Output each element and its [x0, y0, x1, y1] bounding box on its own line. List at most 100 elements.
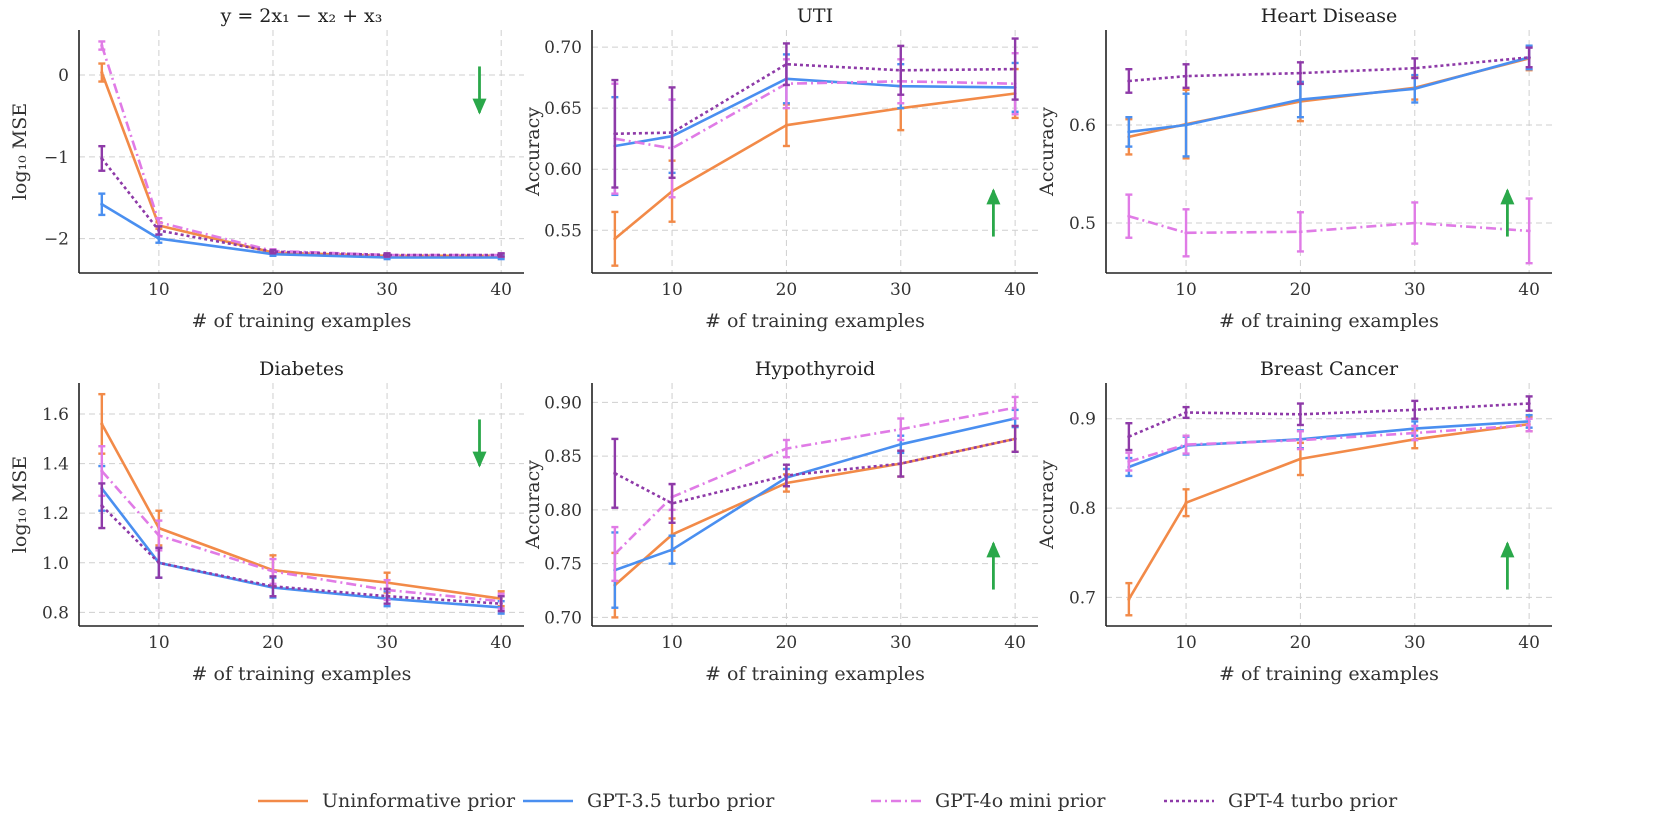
- y-tick-label: 0.8: [1069, 499, 1096, 519]
- data-point: [899, 442, 903, 446]
- data-point: [1127, 130, 1131, 134]
- arrow-up-icon: [1500, 541, 1515, 590]
- chart-panel-2: 10 20 30 40 0.55 0.60 0.65 0.70 UTI # of training…: [522, 5, 1038, 332]
- arrow-up-icon: [986, 541, 1001, 590]
- x-tick-label: 20: [1290, 280, 1312, 300]
- data-point: [1127, 79, 1131, 83]
- y-tick-label: 0.65: [544, 99, 582, 119]
- data-point: [1184, 410, 1188, 415]
- y-axis-label: log₁₀ MSE: [9, 456, 31, 553]
- y-tick-label: 0.90: [544, 393, 582, 413]
- data-point: [784, 473, 789, 478]
- x-axis-label: # of training examples: [705, 310, 925, 332]
- chart-panel-4: 10 20 30 40 0.8 1.0 1.2 1.4 1.6 Diabetes # of trai…: [9, 358, 524, 685]
- x-tick-label: 20: [776, 633, 798, 653]
- legend-item-gpt4turbo: GPT-4 turbo prior: [1164, 790, 1398, 812]
- chart-panel-1: 10 20 30 40 0 −1 −2 y = 2x₁ − x₂ + x₃ # of train…: [9, 5, 524, 332]
- x-tick-label: 30: [1404, 280, 1426, 300]
- data-point: [100, 469, 104, 473]
- x-tick-label: 10: [148, 633, 170, 653]
- data-point: [1298, 71, 1303, 75]
- y-tick-label: 0.80: [544, 501, 582, 521]
- data-point: [1527, 401, 1531, 406]
- data-point: [1127, 214, 1131, 218]
- series-line-gpt4turbo: [100, 504, 502, 605]
- x-axis-label: # of training examples: [1219, 663, 1439, 685]
- x-tick-label: 10: [148, 280, 170, 300]
- data-point: [670, 548, 674, 552]
- y-tick-label: 0.7: [1069, 588, 1096, 608]
- y-tick-label: 0.70: [544, 608, 582, 628]
- x-tick-label: 30: [376, 280, 398, 300]
- x-tick-label: 10: [661, 633, 683, 653]
- series-line-gpt4omini: [100, 45, 502, 257]
- series-line-gpt4omini: [614, 80, 1016, 150]
- series-line-gpt35: [614, 77, 1016, 148]
- y-tick-label: 0.5: [1069, 214, 1096, 234]
- x-tick-label: 20: [1290, 633, 1312, 653]
- data-point: [1413, 431, 1417, 435]
- chart-title: Heart Disease: [1261, 5, 1398, 27]
- data-point: [899, 427, 903, 431]
- legend-item-gpt4omini: GPT-4o mini prior: [871, 790, 1106, 812]
- series-line-gpt4omini: [1128, 423, 1530, 463]
- series-line-gpt4omini: [100, 470, 502, 603]
- data-point: [613, 552, 617, 556]
- chart-title: y = 2x₁ − x₂ + x₃: [220, 5, 383, 27]
- series-gpt4turbo: [98, 482, 505, 613]
- y-tick-label: −1: [44, 148, 69, 168]
- data-point: [385, 594, 389, 598]
- data-point: [613, 237, 617, 241]
- data-point: [100, 156, 104, 161]
- x-tick-label: 40: [1518, 280, 1540, 300]
- y-tick-label: 0.60: [544, 160, 582, 180]
- y-tick-label: 0: [58, 66, 69, 86]
- y-tick-label: 0.75: [544, 555, 582, 575]
- data-point: [1184, 74, 1188, 78]
- y-axis-label: Accuracy: [1036, 460, 1058, 550]
- series-line-gpt35: [614, 417, 1016, 572]
- series-gpt4turbo: [611, 424, 1019, 524]
- series-gpt4omini: [1125, 193, 1533, 265]
- data-point: [1184, 443, 1188, 447]
- series-line-gpt4omini: [1128, 214, 1530, 235]
- y-tick-label: 1.2: [42, 504, 69, 524]
- series-gpt4turbo: [611, 37, 1019, 189]
- data-point: [385, 253, 389, 257]
- data-point: [1184, 501, 1188, 505]
- data-point: [271, 250, 275, 254]
- data-point: [1013, 67, 1017, 71]
- data-point: [1527, 423, 1531, 427]
- y-axis-label: Accuracy: [522, 460, 544, 550]
- x-tick-label: 30: [890, 633, 912, 653]
- y-tick-label: −2: [44, 230, 69, 250]
- data-point: [271, 584, 275, 588]
- arrow-down-icon: [472, 419, 487, 468]
- data-point: [1184, 231, 1188, 235]
- series-line-uninformative: [614, 92, 1016, 240]
- x-tick-label: 10: [1175, 633, 1197, 653]
- arrow-head: [1500, 541, 1515, 558]
- x-axis-label: # of training examples: [1219, 310, 1439, 332]
- data-point: [1127, 460, 1131, 464]
- data-point: [1413, 66, 1417, 70]
- data-point: [100, 202, 104, 206]
- data-point: [1127, 597, 1131, 601]
- legend-label: GPT-4o mini prior: [935, 790, 1106, 812]
- y-tick-label: 1.0: [42, 554, 69, 574]
- y-axis-label: Accuracy: [522, 107, 544, 197]
- y-tick-label: 0.9: [1069, 410, 1096, 430]
- x-tick-label: 40: [490, 633, 512, 653]
- x-axis-label: # of training examples: [705, 663, 925, 685]
- data-point: [157, 561, 161, 565]
- chart-panel-6: 10 20 30 40 0.7 0.8 0.9 Breast Cancer # of train…: [1036, 358, 1552, 685]
- series-line-gpt4turbo: [1128, 56, 1530, 83]
- data-point: [157, 237, 161, 241]
- legend-item-gpt35: GPT-3.5 turbo prior: [523, 790, 775, 812]
- data-point: [100, 43, 104, 48]
- legend-label: GPT-3.5 turbo prior: [587, 790, 775, 812]
- series-line-gpt4turbo: [614, 62, 1016, 136]
- chart-panel-5: 10 20 30 40 0.70 0.75 0.80 0.85 0.90 Hypothyroid #…: [522, 358, 1038, 685]
- data-point: [784, 62, 789, 66]
